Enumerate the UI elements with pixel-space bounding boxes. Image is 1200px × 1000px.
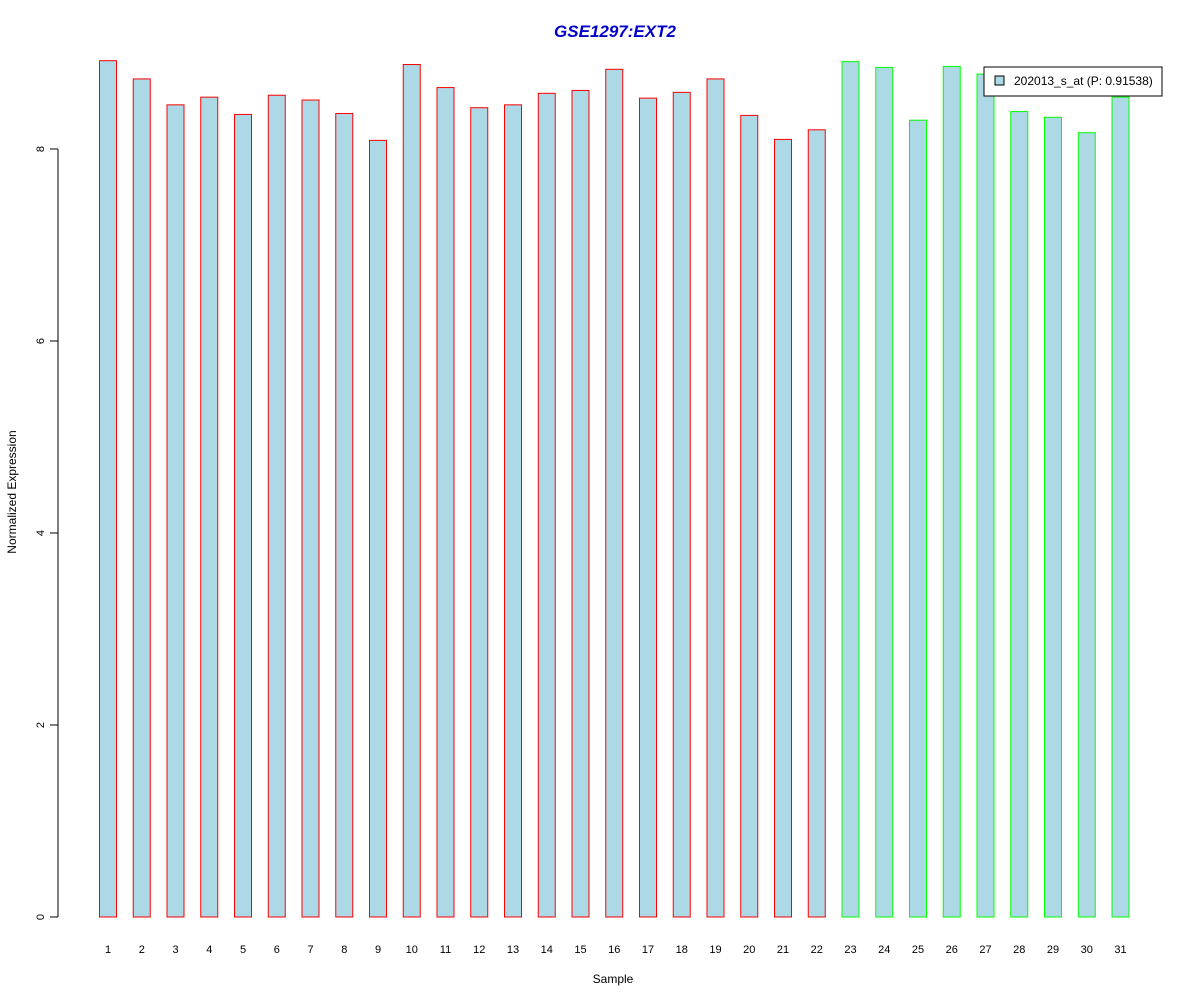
bar-sample-19 xyxy=(706,78,725,918)
x-tick-label: 21 xyxy=(777,944,789,956)
x-tick-label: 1 xyxy=(105,944,111,956)
x-tick-label: 13 xyxy=(507,944,519,956)
x-tick-label: 31 xyxy=(1114,944,1126,956)
y-tick-label: 8 xyxy=(35,146,47,152)
y-tick-label: 2 xyxy=(35,722,47,728)
bar-sample-22 xyxy=(807,129,826,918)
x-tick-label: 22 xyxy=(811,944,823,956)
x-tick-label: 19 xyxy=(709,944,721,956)
x-tick-label: 18 xyxy=(676,944,688,956)
legend-swatch xyxy=(994,75,1005,86)
x-tick-label: 27 xyxy=(979,944,991,956)
bar-sample-2 xyxy=(132,78,151,918)
bar-sample-8 xyxy=(335,112,354,918)
legend-box xyxy=(983,66,1163,97)
x-tick-label: 15 xyxy=(574,944,586,956)
x-tick-label: 14 xyxy=(541,944,553,956)
bar-sample-28 xyxy=(1010,111,1029,918)
x-tick-label: 3 xyxy=(172,944,178,956)
x-tick-label: 16 xyxy=(608,944,620,956)
bar-sample-1 xyxy=(99,60,117,918)
bars xyxy=(99,60,1130,918)
bar-sample-14 xyxy=(537,92,556,918)
bar-sample-26 xyxy=(942,65,961,918)
bar-sample-13 xyxy=(504,104,522,918)
x-tick-label: 26 xyxy=(946,944,958,956)
x-tick-label: 9 xyxy=(375,944,381,956)
x-tick-label: 17 xyxy=(642,944,654,956)
x-tick-label: 6 xyxy=(274,944,280,956)
bar-sample-3 xyxy=(166,104,185,918)
x-tick-label: 8 xyxy=(341,944,347,956)
x-tick-label: 23 xyxy=(844,944,856,956)
x-tick-label: 20 xyxy=(743,944,755,956)
bar-sample-12 xyxy=(470,107,489,918)
y-axis xyxy=(50,148,59,918)
y-tick-labels: 0 2 4 6 8 xyxy=(35,146,47,920)
bar-sample-5 xyxy=(234,113,252,918)
bar-sample-29 xyxy=(1044,116,1062,918)
x-tick-labels: 1 2 3 4 5 6 7 8 9 10 11 12 13 14 15 16 17 18 19 20 21 22 23 24 2… xyxy=(105,944,1127,956)
bar-sample-21 xyxy=(774,138,792,918)
y-tick-label: 6 xyxy=(35,338,47,344)
x-tick-label: 12 xyxy=(473,944,485,956)
y-tick-label: 0 xyxy=(35,914,47,920)
legend-label: 202013_s_at (P: 0.91538) xyxy=(1014,74,1153,88)
x-tick-label: 4 xyxy=(206,944,212,956)
bar-sample-7 xyxy=(301,99,320,918)
bar-sample-23 xyxy=(841,61,860,918)
y-tick-label: 4 xyxy=(35,530,47,536)
x-tick-label: 25 xyxy=(912,944,924,956)
bar-sample-27 xyxy=(976,73,995,918)
bar-sample-25 xyxy=(909,119,927,918)
x-tick-label: 2 xyxy=(139,944,145,956)
bar-sample-24 xyxy=(875,66,894,918)
bar-sample-17 xyxy=(639,97,657,918)
bar-sample-31 xyxy=(1111,96,1130,918)
chart-title: GSE1297:EXT2 xyxy=(554,22,676,41)
x-tick-label: 5 xyxy=(240,944,246,956)
x-axis-label: Sample xyxy=(593,972,634,986)
bar-sample-15 xyxy=(571,89,590,918)
bar-sample-18 xyxy=(672,91,691,918)
bar-sample-9 xyxy=(369,139,387,918)
x-tick-label: 28 xyxy=(1013,944,1025,956)
bar-sample-30 xyxy=(1077,132,1096,918)
y-axis-label: Normalized Expression xyxy=(5,430,19,553)
x-tick-label: 10 xyxy=(406,944,418,956)
x-tick-label: 30 xyxy=(1081,944,1093,956)
bar-sample-10 xyxy=(402,64,421,918)
bar-sample-11 xyxy=(436,87,455,918)
bar-sample-6 xyxy=(267,94,286,918)
bar-sample-16 xyxy=(605,68,624,918)
legend: 202013_s_at (P: 0.91538) xyxy=(983,66,1163,97)
x-tick-label: 29 xyxy=(1047,944,1059,956)
x-tick-label: 7 xyxy=(307,944,313,956)
x-tick-label: 11 xyxy=(440,944,451,956)
x-tick-label: 24 xyxy=(878,944,890,956)
bar-sample-4 xyxy=(200,96,219,918)
bar-sample-20 xyxy=(740,114,759,918)
